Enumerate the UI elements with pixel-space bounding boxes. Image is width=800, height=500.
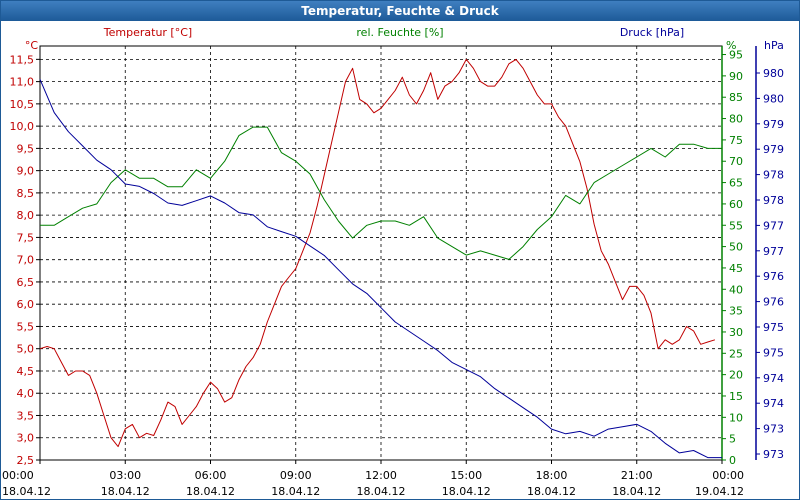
temp-tick-label: 11,5 bbox=[10, 53, 35, 66]
grid bbox=[40, 46, 722, 461]
humidity-axis-label: rel. Feuchte [%] bbox=[356, 26, 443, 39]
temp-tick-label: 5,0 bbox=[17, 343, 35, 356]
temp-tick-label: 10,0 bbox=[10, 120, 35, 133]
humidity-tick-label: 60 bbox=[729, 198, 743, 211]
humidity-tick-label: 50 bbox=[729, 241, 743, 254]
x-tick-time: 12:00 bbox=[365, 469, 397, 482]
x-tick-date: 18.04.12 bbox=[357, 485, 406, 498]
x-tick-date: 18.04.12 bbox=[2, 485, 51, 498]
x-tick-date: 18.04.12 bbox=[101, 485, 150, 498]
x-tick-date: 18.04.12 bbox=[612, 485, 661, 498]
temp-tick-label: 7,5 bbox=[17, 231, 35, 244]
humidity-tick-label: 35 bbox=[729, 305, 743, 318]
x-tick-time: 15:00 bbox=[450, 469, 482, 482]
pressure-tick-label: 977 bbox=[763, 219, 784, 232]
pressure-tick-label: 978 bbox=[763, 169, 784, 182]
pressure-tick-label: 976 bbox=[763, 296, 784, 309]
temp-tick-label: 8,5 bbox=[17, 187, 35, 200]
humidity-tick-label: 30 bbox=[729, 326, 743, 339]
humidity-tick-label: 70 bbox=[729, 155, 743, 168]
pressure-tick-label: 975 bbox=[763, 321, 784, 334]
humidity-tick-label: 80 bbox=[729, 113, 743, 126]
series-layer bbox=[39, 58, 722, 459]
x-tick-time: 00:00 bbox=[712, 469, 744, 482]
series-line-hum bbox=[40, 126, 722, 260]
x-tick-date: 18.04.12 bbox=[186, 485, 235, 498]
temp-unit-label: °C bbox=[25, 39, 39, 52]
temp-axis-label: Temperatur [°C] bbox=[103, 26, 192, 39]
temp-tick-label: 6,0 bbox=[17, 298, 35, 311]
temp-tick-label: 4,5 bbox=[17, 365, 35, 378]
pressure-unit-label: hPa bbox=[764, 39, 784, 52]
pressure-tick-label: 973 bbox=[763, 423, 784, 436]
pressure-tick-label: 979 bbox=[763, 143, 784, 156]
x-tick-date: 18.04.12 bbox=[527, 485, 576, 498]
axes: 2,5 3,0 3,5 4,0 4,5 5,0 5,5 6,0 6,5 7,0 7,5 8,0 8,5 9… bbox=[2, 45, 784, 498]
x-tick-date: 19.04.12 bbox=[695, 485, 744, 498]
temp-tick-label: 7,0 bbox=[17, 254, 35, 267]
pressure-tick-label: 976 bbox=[763, 270, 784, 283]
humidity-tick-label: 20 bbox=[729, 369, 743, 382]
pressure-tick-label: 975 bbox=[763, 346, 784, 359]
temp-tick-label: 11,0 bbox=[10, 76, 35, 89]
temp-tick-label: 6,5 bbox=[17, 276, 35, 289]
x-tick-time: 03:00 bbox=[109, 469, 141, 482]
x-tick-time: 06:00 bbox=[195, 469, 227, 482]
pressure-tick-label: 974 bbox=[763, 372, 784, 385]
humidity-tick-label: 95 bbox=[729, 49, 743, 62]
humidity-tick-label: 75 bbox=[729, 134, 743, 147]
temp-tick-label: 3,0 bbox=[17, 432, 35, 445]
temp-tick-label: 5,5 bbox=[17, 320, 35, 333]
humidity-tick-label: 40 bbox=[729, 283, 743, 296]
pressure-tick-label: 973 bbox=[763, 448, 784, 461]
temp-tick-label: 8,0 bbox=[17, 209, 35, 222]
humidity-tick-label: 45 bbox=[729, 262, 743, 275]
humidity-tick-label: 65 bbox=[729, 177, 743, 190]
pressure-axis-label: Druck [hPa] bbox=[620, 26, 684, 39]
temp-tick-label: 9,5 bbox=[17, 142, 35, 155]
temp-tick-label: 2,5 bbox=[17, 454, 35, 467]
temp-tick-label: 10,5 bbox=[10, 98, 35, 111]
x-tick-date: 18.04.12 bbox=[442, 485, 491, 498]
x-tick-time: 21:00 bbox=[621, 469, 653, 482]
series-line-press bbox=[39, 79, 722, 459]
humidity-tick-label: 85 bbox=[729, 91, 743, 104]
humidity-tick-label: 90 bbox=[729, 70, 743, 83]
humidity-tick-label: 10 bbox=[729, 411, 743, 424]
humidity-tick-label: 55 bbox=[729, 219, 743, 232]
pressure-tick-label: 980 bbox=[763, 67, 784, 80]
x-tick-time: 00:00 bbox=[2, 469, 34, 482]
pressure-tick-label: 978 bbox=[763, 194, 784, 207]
temp-tick-label: 3,5 bbox=[17, 409, 35, 422]
x-tick-date: 18.04.12 bbox=[271, 485, 320, 498]
humidity-tick-label: 15 bbox=[729, 390, 743, 403]
humidity-tick-label: 5 bbox=[729, 433, 736, 446]
series-line-temp bbox=[39, 58, 716, 448]
x-tick-time: 09:00 bbox=[280, 469, 312, 482]
humidity-unit-label: % bbox=[726, 39, 736, 52]
humidity-tick-label: 25 bbox=[729, 347, 743, 360]
humidity-tick-label: 0 bbox=[729, 454, 736, 467]
pressure-tick-label: 980 bbox=[763, 92, 784, 105]
x-tick-time: 18:00 bbox=[536, 469, 568, 482]
temp-tick-label: 4,0 bbox=[17, 387, 35, 400]
temp-tick-label: 9,0 bbox=[17, 165, 35, 178]
pressure-tick-label: 974 bbox=[763, 397, 784, 410]
pressure-tick-label: 977 bbox=[763, 245, 784, 258]
pressure-tick-label: 979 bbox=[763, 118, 784, 131]
window-title: Temperatur, Feuchte & Druck bbox=[1, 1, 799, 21]
